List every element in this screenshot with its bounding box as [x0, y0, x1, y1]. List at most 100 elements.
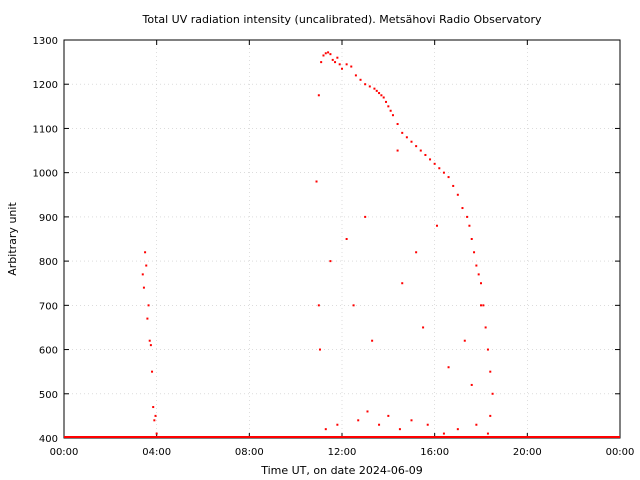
data-point	[371, 339, 374, 342]
data-point	[331, 58, 334, 61]
x-tick-label: 00:00	[50, 447, 79, 458]
data-point	[438, 167, 441, 170]
data-point	[324, 52, 327, 55]
data-point	[145, 264, 148, 267]
data-point	[317, 304, 320, 307]
data-point	[447, 366, 450, 369]
data-point	[387, 105, 390, 108]
data-point	[357, 419, 360, 422]
data-point	[387, 414, 390, 417]
data-point	[148, 339, 151, 342]
y-tick-label: 1000	[33, 169, 58, 180]
data-point	[429, 158, 432, 161]
data-point	[338, 63, 341, 66]
data-point	[461, 207, 464, 210]
plot-frame	[63, 39, 621, 439]
data-point	[378, 423, 381, 426]
data-point	[389, 109, 392, 112]
x-axis-label: Time UT, on date 2024-06-09	[260, 464, 423, 477]
axis-ticks: 00:00 04:00 08:00 12:00 16:00 20:00 00:00 400 50…	[33, 36, 635, 458]
data-point	[415, 251, 418, 254]
data-point	[452, 184, 455, 187]
x-tick-label: 16:00	[420, 447, 449, 458]
data-point	[470, 383, 473, 386]
x-tick-label: 20:00	[513, 447, 542, 458]
data-point	[329, 260, 332, 263]
data-point	[155, 432, 158, 435]
data-point	[442, 432, 445, 435]
data-point	[482, 304, 485, 307]
x-tick-label: 00:00	[606, 447, 635, 458]
data-point	[153, 419, 156, 422]
data-point	[146, 317, 149, 320]
data-point	[380, 94, 383, 97]
data-point	[364, 215, 367, 218]
chart-title: Total UV radiation intensity (uncalibrat…	[142, 13, 542, 26]
data-point	[405, 136, 408, 139]
data-point	[391, 114, 394, 117]
data-point	[324, 428, 327, 431]
data-point	[327, 51, 330, 54]
data-point	[424, 153, 427, 156]
data-point	[368, 85, 371, 88]
y-tick-label: 800	[39, 257, 58, 268]
data-point	[456, 428, 459, 431]
data-point	[396, 123, 399, 126]
y-tick-label: 900	[39, 213, 58, 224]
x-tick-label: 12:00	[328, 447, 357, 458]
data-point	[489, 370, 492, 373]
x-tick-label: 08:00	[235, 447, 264, 458]
data-point	[336, 423, 339, 426]
data-point	[484, 326, 487, 329]
data-point	[422, 326, 425, 329]
data-point	[382, 96, 385, 99]
data-point	[152, 406, 155, 409]
data-point	[398, 428, 401, 431]
data-point	[345, 238, 348, 240]
data-point	[141, 273, 144, 276]
data-point	[473, 251, 476, 254]
y-tick-label: 500	[39, 390, 58, 401]
data-point	[144, 251, 147, 254]
data-point	[410, 419, 413, 422]
data-point	[315, 180, 318, 183]
data-point	[486, 432, 489, 435]
data-point	[475, 264, 478, 267]
data-point	[426, 423, 429, 426]
data-point	[154, 414, 157, 417]
data-point	[334, 61, 337, 64]
x-tick-label: 04:00	[142, 447, 171, 458]
data-point	[401, 131, 404, 134]
data-point	[317, 94, 320, 97]
data-point	[322, 54, 325, 57]
data-point	[410, 140, 413, 143]
data-point	[477, 273, 480, 276]
data-point	[463, 339, 466, 342]
data-point	[329, 53, 332, 56]
data-point	[442, 171, 445, 174]
data-point	[345, 63, 348, 66]
y-tick-label: 1300	[33, 36, 58, 47]
data-point	[151, 370, 154, 373]
data-point	[480, 282, 482, 285]
y-tick-label: 1200	[33, 80, 58, 91]
data-point	[149, 344, 152, 347]
data-point	[466, 215, 469, 218]
data-point	[375, 89, 378, 92]
data-point	[378, 92, 381, 95]
y-tick-label: 1100	[33, 124, 58, 135]
data-point	[147, 304, 150, 307]
data-point	[480, 304, 482, 307]
data-point	[491, 392, 494, 395]
data-point	[456, 193, 459, 196]
data-point	[475, 423, 478, 426]
data-point	[359, 78, 362, 81]
data-point	[433, 162, 436, 165]
data-point	[352, 304, 355, 307]
data-point	[350, 65, 353, 68]
data-point	[364, 83, 367, 86]
data-point	[419, 149, 422, 152]
data-point	[396, 149, 399, 152]
y-tick-label: 400	[39, 434, 58, 445]
